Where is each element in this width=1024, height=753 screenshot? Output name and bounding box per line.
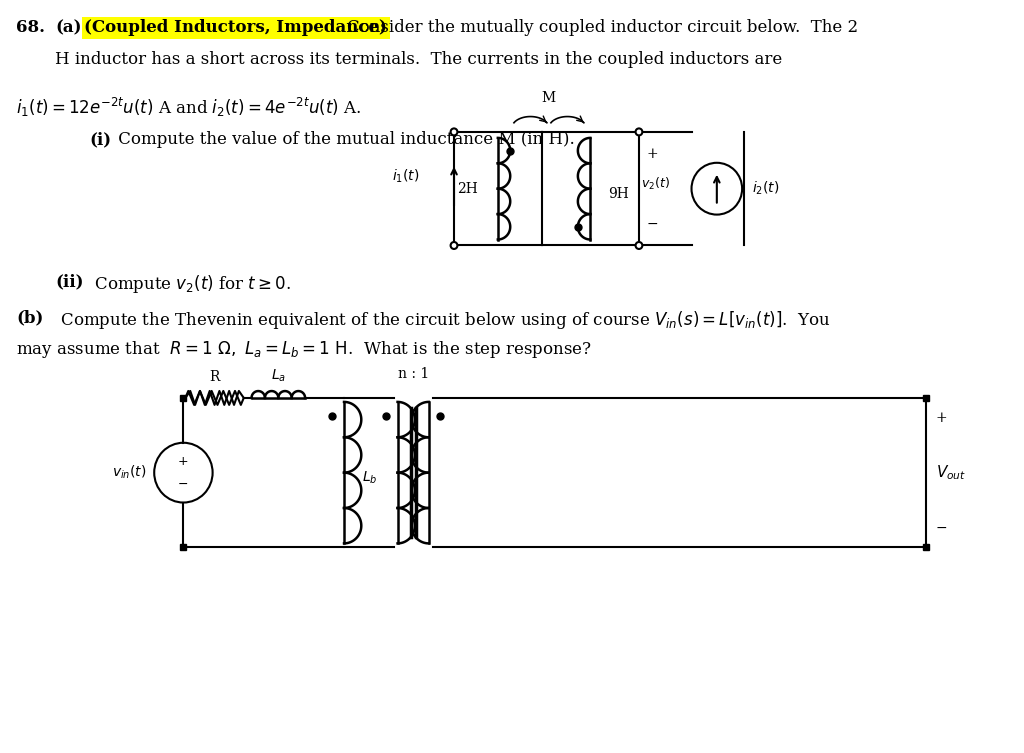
Text: Compute the Thevenin equivalent of the circuit below using of course $V_{in}(s)=: Compute the Thevenin equivalent of the c… (55, 309, 830, 331)
Text: (Coupled Inductors, Impedance): (Coupled Inductors, Impedance) (84, 20, 387, 36)
Text: M: M (542, 91, 556, 105)
Text: +: + (647, 147, 658, 161)
Text: 68.: 68. (16, 20, 45, 36)
Text: (a): (a) (55, 20, 82, 36)
Circle shape (451, 242, 458, 249)
Circle shape (636, 242, 642, 249)
Text: $V_{out}$: $V_{out}$ (936, 463, 966, 482)
Text: 9H: 9H (608, 187, 629, 201)
Text: (ii): (ii) (55, 273, 83, 291)
Text: R: R (209, 370, 220, 384)
Text: (i): (i) (89, 131, 112, 148)
Text: $i_1(t)=12e^{-2t}u(t)$ A and $i_2(t)=4e^{-2t}u(t)$ A.: $i_1(t)=12e^{-2t}u(t)$ A and $i_2(t)=4e^… (16, 96, 361, 119)
Text: Compute $v_2(t)$ for $t\geq 0$.: Compute $v_2(t)$ for $t\geq 0$. (89, 273, 291, 295)
Text: 2H: 2H (457, 181, 477, 196)
Text: $L_b$: $L_b$ (361, 469, 377, 486)
Text: H inductor has a short across its terminals.  The currents in the coupled induct: H inductor has a short across its termin… (55, 51, 782, 69)
Text: $L_a$: $L_a$ (270, 367, 286, 384)
Text: (b): (b) (16, 309, 43, 326)
Text: −: − (178, 477, 188, 490)
Text: +: + (936, 411, 947, 425)
Text: $v_2(t)$: $v_2(t)$ (641, 175, 670, 192)
Text: Compute the value of the mutual inductance M (in H).: Compute the value of the mutual inductan… (114, 131, 575, 148)
Text: $i_1(t)$: $i_1(t)$ (392, 168, 420, 185)
Text: +: + (178, 455, 188, 468)
Text: n : 1: n : 1 (397, 367, 429, 381)
Text: −: − (647, 217, 658, 230)
Text: Consider the mutually coupled inductor circuit below.  The 2: Consider the mutually coupled inductor c… (347, 20, 858, 36)
Text: may assume that  $R=1\ \Omega,\ L_a=L_b=1\ \mathrm{H}$.  What is the step respon: may assume that $R=1\ \Omega,\ L_a=L_b=1… (16, 339, 592, 360)
Text: −: − (936, 520, 947, 535)
Text: $v_{in}(t)$: $v_{in}(t)$ (112, 464, 146, 481)
Circle shape (451, 129, 458, 136)
Text: $i_2(t)$: $i_2(t)$ (752, 180, 779, 197)
Circle shape (636, 129, 642, 136)
